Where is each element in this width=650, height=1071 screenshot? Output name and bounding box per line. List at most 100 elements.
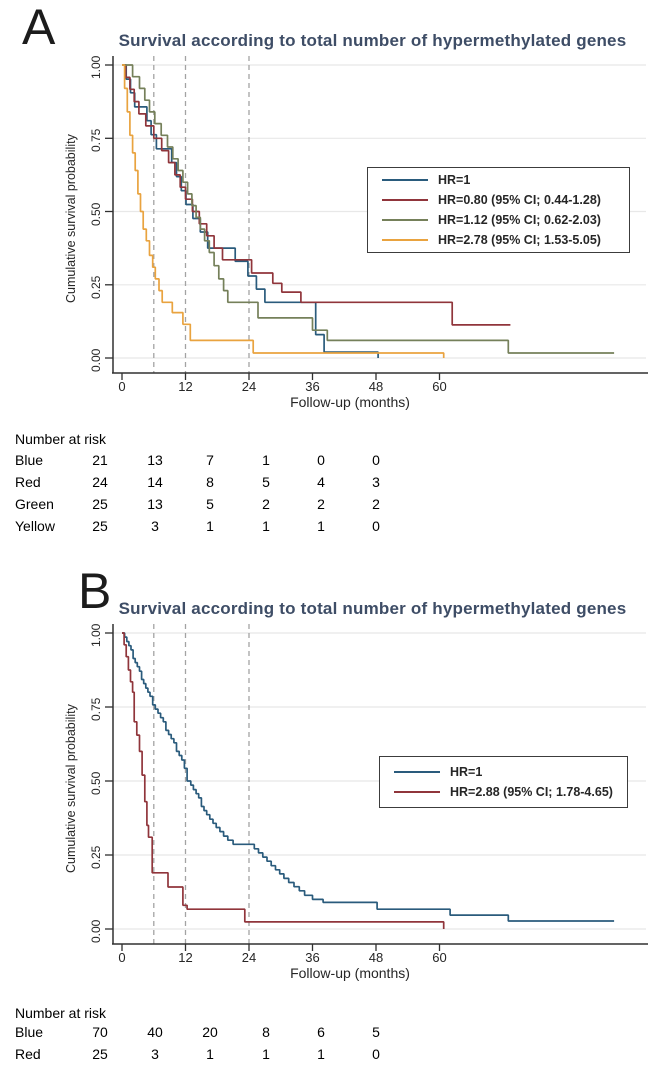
legend-line-swatch [382, 199, 428, 201]
risk-count: 5 [206, 496, 214, 512]
risk-count: 2 [262, 496, 270, 512]
risk-count: 1 [206, 1046, 214, 1062]
risk-count: 1 [262, 452, 270, 468]
panel-label-b: B [78, 563, 112, 619]
legend-row: HR=1.12 (95% CI; 0.62-2.03) [374, 210, 623, 230]
risk-count: 5 [372, 1024, 380, 1040]
risk-count: 40 [147, 1024, 163, 1040]
chart-title: Survival according to total number of hy… [118, 599, 627, 618]
y-tick-label: 0.25 [89, 845, 103, 869]
risk-count: 5 [262, 474, 270, 490]
risk-count: 2 [317, 496, 325, 512]
x-tick-label: 0 [118, 950, 126, 965]
risk-row-label: Green [15, 496, 54, 512]
x-tick-label: 24 [241, 379, 257, 394]
risk-count: 70 [92, 1024, 108, 1040]
legend-line-swatch [382, 179, 428, 181]
y-axis-label: Cumulative survival probability [64, 134, 78, 303]
y-tick-label: 0.75 [89, 128, 103, 153]
y-tick-label: 0.50 [89, 202, 103, 226]
risk-count: 0 [372, 1046, 380, 1062]
risk-count: 21 [92, 452, 108, 468]
legend-label: HR=1 [450, 765, 483, 779]
legend-line-swatch [382, 219, 428, 221]
risk-count: 0 [372, 518, 380, 534]
legend-label: HR=2.78 (95% CI; 1.53-5.05) [438, 233, 601, 247]
legend-row: HR=2.78 (95% CI; 1.53-5.05) [374, 230, 623, 250]
risk-count: 24 [92, 474, 108, 490]
x-tick-label: 0 [118, 379, 126, 394]
risk-count: 1 [262, 1046, 270, 1062]
x-tick-label: 48 [368, 950, 384, 965]
risk-count: 3 [151, 518, 159, 534]
x-tick-label: 36 [305, 379, 320, 394]
risk-row-label: Blue [15, 1024, 44, 1040]
y-tick-label: 0.00 [89, 919, 103, 943]
y-tick-label: 1.00 [89, 623, 103, 647]
risk-count: 6 [317, 1024, 325, 1040]
y-tick-label: 0.25 [89, 275, 103, 299]
risk-count: 7 [206, 452, 214, 468]
legend-line-swatch [394, 791, 440, 793]
legend-box: HR=1 HR=0.80 (95% CI; 0.44-1.28) HR=1.12 (… [367, 167, 630, 253]
risk-count: 14 [147, 474, 163, 490]
km-curve-red [122, 64, 511, 326]
km-curve-green [122, 64, 615, 354]
x-tick-label: 24 [241, 950, 257, 965]
risk-row-label: Red [15, 474, 41, 490]
x-axis-label: Follow-up (months) [290, 965, 410, 981]
legend-label: HR=2.88 (95% CI; 1.78-4.65) [450, 785, 613, 799]
km-curve-red [122, 632, 445, 929]
risk-count: 1 [317, 1046, 325, 1062]
legend-row: HR=1 [386, 762, 621, 782]
y-tick-label: 0.00 [89, 348, 103, 372]
x-tick-label: 60 [432, 950, 447, 965]
risk-count: 20 [202, 1024, 218, 1040]
x-tick-label: 12 [178, 379, 193, 394]
legend-row: HR=0.80 (95% CI; 0.44-1.28) [374, 190, 623, 210]
legend-label: HR=0.80 (95% CI; 0.44-1.28) [438, 193, 601, 207]
risk-count: 0 [317, 452, 325, 468]
y-tick-label: 0.75 [89, 697, 103, 721]
risk-count: 3 [372, 474, 380, 490]
legend-box: HR=1 HR=2.88 (95% CI; 1.78-4.65) [379, 756, 628, 808]
risk-count: 13 [147, 452, 163, 468]
legend-row: HR=1 [374, 170, 623, 190]
x-axis-label: Follow-up (months) [290, 394, 410, 410]
risk-count: 25 [92, 496, 108, 512]
risk-count: 8 [206, 474, 214, 490]
risk-row-label: Red [15, 1046, 41, 1062]
x-tick-label: 36 [305, 950, 320, 965]
legend-label: HR=1.12 (95% CI; 0.62-2.03) [438, 213, 601, 227]
risk-count: 1 [206, 518, 214, 534]
risk-row-label: Yellow [15, 518, 55, 534]
legend-row: HR=2.88 (95% CI; 1.78-4.65) [386, 782, 621, 802]
km-curve-yellow [122, 64, 445, 358]
risk-count: 13 [147, 496, 163, 512]
risk-row-label: Blue [15, 452, 44, 468]
x-tick-label: 60 [432, 379, 447, 394]
legend-line-swatch [382, 239, 428, 241]
km-curve-blue [122, 64, 379, 358]
panel-label-a: A [22, 0, 56, 55]
risk-table-header: Number at risk [15, 1005, 107, 1021]
risk-count: 2 [372, 496, 380, 512]
x-tick-label: 48 [368, 379, 384, 394]
y-tick-label: 1.00 [89, 55, 103, 79]
risk-count: 3 [151, 1046, 159, 1062]
risk-count: 1 [317, 518, 325, 534]
km-curve-blue [122, 632, 615, 922]
risk-count: 1 [262, 518, 270, 534]
legend-label: HR=1 [438, 173, 471, 187]
risk-count: 0 [372, 452, 380, 468]
risk-table-header: Number at risk [15, 431, 107, 447]
legend-line-swatch [394, 771, 440, 773]
chart-title: Survival according to total number of hy… [118, 31, 627, 50]
y-tick-label: 0.50 [89, 771, 103, 795]
risk-count: 25 [92, 518, 108, 534]
risk-count: 25 [92, 1046, 108, 1062]
x-tick-label: 12 [178, 950, 193, 965]
